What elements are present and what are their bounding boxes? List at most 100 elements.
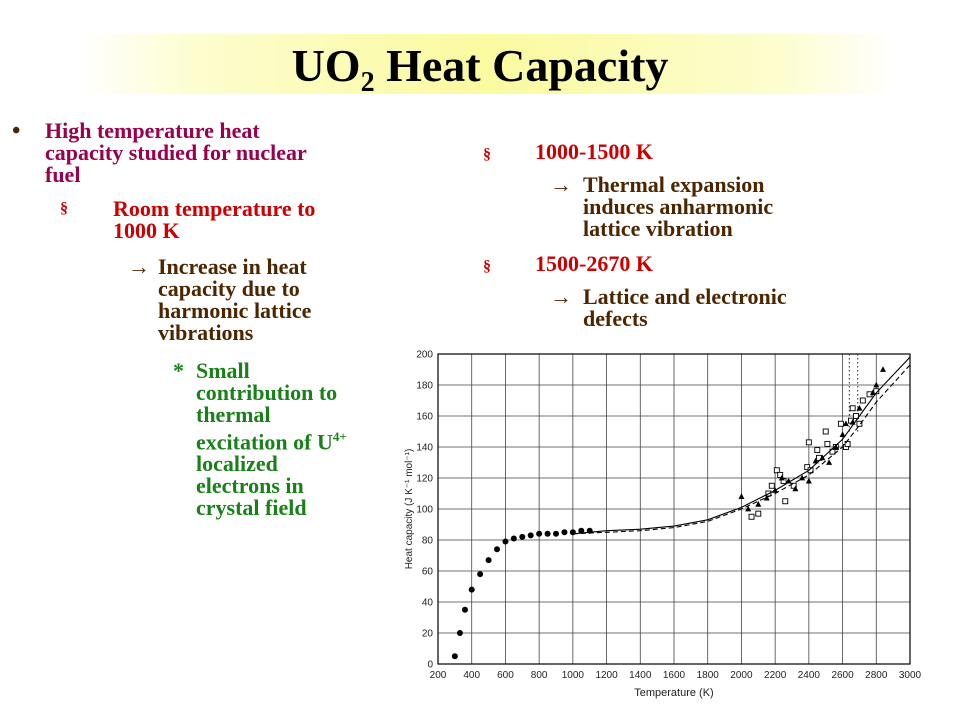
y-tick-label: 160 xyxy=(416,412,433,423)
data-point-triangle xyxy=(745,505,752,512)
data-point-square xyxy=(849,405,856,412)
data-point-dot xyxy=(485,557,492,564)
data-point-square xyxy=(782,498,789,505)
y-axis-label: Heat capacity (J K⁻¹ mol⁻¹) xyxy=(404,449,415,570)
data-point-dot xyxy=(578,527,585,534)
x-tick-label: 1400 xyxy=(629,670,652,681)
arrow-icon: → xyxy=(550,284,572,309)
x-tick-label: 600 xyxy=(497,670,514,681)
plot-frame xyxy=(437,353,911,665)
item-room-temperature: Room temperature to 1000 K xyxy=(113,196,316,243)
data-point-square xyxy=(853,413,860,419)
x-tick-label: 400 xyxy=(463,670,480,681)
x-tick-label: 2600 xyxy=(831,670,854,681)
y-tick-label: 40 xyxy=(422,598,434,609)
data-point-square xyxy=(773,467,780,474)
data-point-triangle xyxy=(738,493,745,499)
x-tick-label: 2800 xyxy=(865,670,888,681)
heat-capacity-chart: 200 400 600 800 1000 1200 1400 1600 1800 2000 2200… xyxy=(404,350,922,700)
x-tick-label: 1000 xyxy=(562,670,585,681)
x-tick-label: 800 xyxy=(531,670,548,681)
x-tick-label: 1200 xyxy=(595,670,618,681)
item-high-temperature: High temperature heat capacity studied f… xyxy=(45,118,307,187)
data-point-square xyxy=(814,447,821,454)
data-point-triangle xyxy=(880,366,887,372)
data-point-dot xyxy=(561,529,568,536)
data-point-triangle xyxy=(792,485,799,492)
data-point-dot xyxy=(519,533,526,540)
data-point-triangle xyxy=(755,501,762,507)
sub-marker-icon: § xyxy=(60,200,68,217)
data-point-triangle xyxy=(856,404,863,411)
data-point-triangle xyxy=(805,477,812,484)
sub-marker-icon: § xyxy=(483,258,491,275)
x-tick-label: 2200 xyxy=(764,670,787,681)
data-point-dot xyxy=(553,530,559,537)
fit-curve-dashed xyxy=(572,364,911,535)
data-point-dot xyxy=(544,530,551,537)
data-point-square xyxy=(805,439,812,446)
range-1000-1500: 1000-1500 K xyxy=(535,139,653,164)
x-tick-label: 2400 xyxy=(798,670,821,681)
arrow-icon: → xyxy=(550,172,572,197)
data-point-triangle xyxy=(826,459,833,465)
fit-curve-solid xyxy=(572,356,911,535)
y-tick-label: 120 xyxy=(416,474,433,485)
data-point-square xyxy=(777,471,784,478)
x-tick-label: 2000 xyxy=(730,670,753,681)
y-tick-label: 60 xyxy=(422,567,434,578)
data-point-dot xyxy=(569,529,576,536)
y-tick-label: 140 xyxy=(416,443,433,454)
data-point-square xyxy=(755,510,762,517)
data-point-triangle xyxy=(869,389,876,396)
data-point-dot xyxy=(527,532,534,539)
data-point-triangle xyxy=(763,494,770,501)
data-point-dot xyxy=(477,571,484,578)
item-thermal-expansion: Thermal expansion induces anharmonic lat… xyxy=(583,172,774,241)
x-axis-label: Temperature (K) xyxy=(634,687,713,699)
star-marker: * xyxy=(173,358,184,383)
x-tick-label: 3000 xyxy=(899,670,922,681)
data-point-square xyxy=(859,397,866,404)
slide-title: UO2 Heat Capacity xyxy=(291,40,669,99)
arrow-icon: → xyxy=(128,254,150,279)
data-point-triangle xyxy=(778,474,785,481)
data-point-square xyxy=(837,420,844,427)
data-point-dot xyxy=(510,535,517,542)
data-point-square xyxy=(768,482,775,489)
y-tick-label: 200 xyxy=(416,350,433,361)
x-tick-label: 1600 xyxy=(663,670,686,681)
data-point-dot xyxy=(468,586,475,593)
data-point-square xyxy=(822,428,829,435)
data-point-square xyxy=(804,464,811,471)
data-point-dot xyxy=(451,653,458,660)
item-small-contribution: Small contribution to thermal excitation… xyxy=(196,358,347,521)
item-lattice-defects: Lattice and electronic defects xyxy=(583,284,787,331)
x-tick-label: 1800 xyxy=(697,670,720,681)
range-1500-2670: 1500-2670 K xyxy=(535,251,653,276)
x-tick-label: 200 xyxy=(430,670,447,681)
data-point-square xyxy=(824,440,831,447)
data-point-triangle xyxy=(839,431,846,437)
data-point-square xyxy=(856,420,863,427)
sub-marker-icon: § xyxy=(483,146,491,163)
data-point-triangle xyxy=(873,381,880,388)
data-point-dot xyxy=(502,538,509,545)
data-point-square xyxy=(748,513,755,520)
data-point-square xyxy=(790,482,797,489)
data-point-triangle xyxy=(812,457,819,464)
data-point-triangle xyxy=(842,420,849,427)
title-band xyxy=(80,34,895,94)
data-point-triangle xyxy=(799,474,806,481)
bullet-dot: • xyxy=(12,118,21,144)
y-tick-label: 0 xyxy=(427,660,433,671)
item-harmonic: Increase in heat capacity due to harmoni… xyxy=(158,254,312,345)
y-tick-label: 180 xyxy=(416,381,433,392)
y-tick-label: 100 xyxy=(416,505,433,516)
data-point-triangle xyxy=(832,443,839,450)
data-point-dot xyxy=(461,606,468,613)
y-tick-label: 80 xyxy=(422,536,434,547)
data-point-dot xyxy=(536,530,543,537)
y-tick-label: 20 xyxy=(422,629,434,640)
data-point-dot xyxy=(494,546,500,553)
